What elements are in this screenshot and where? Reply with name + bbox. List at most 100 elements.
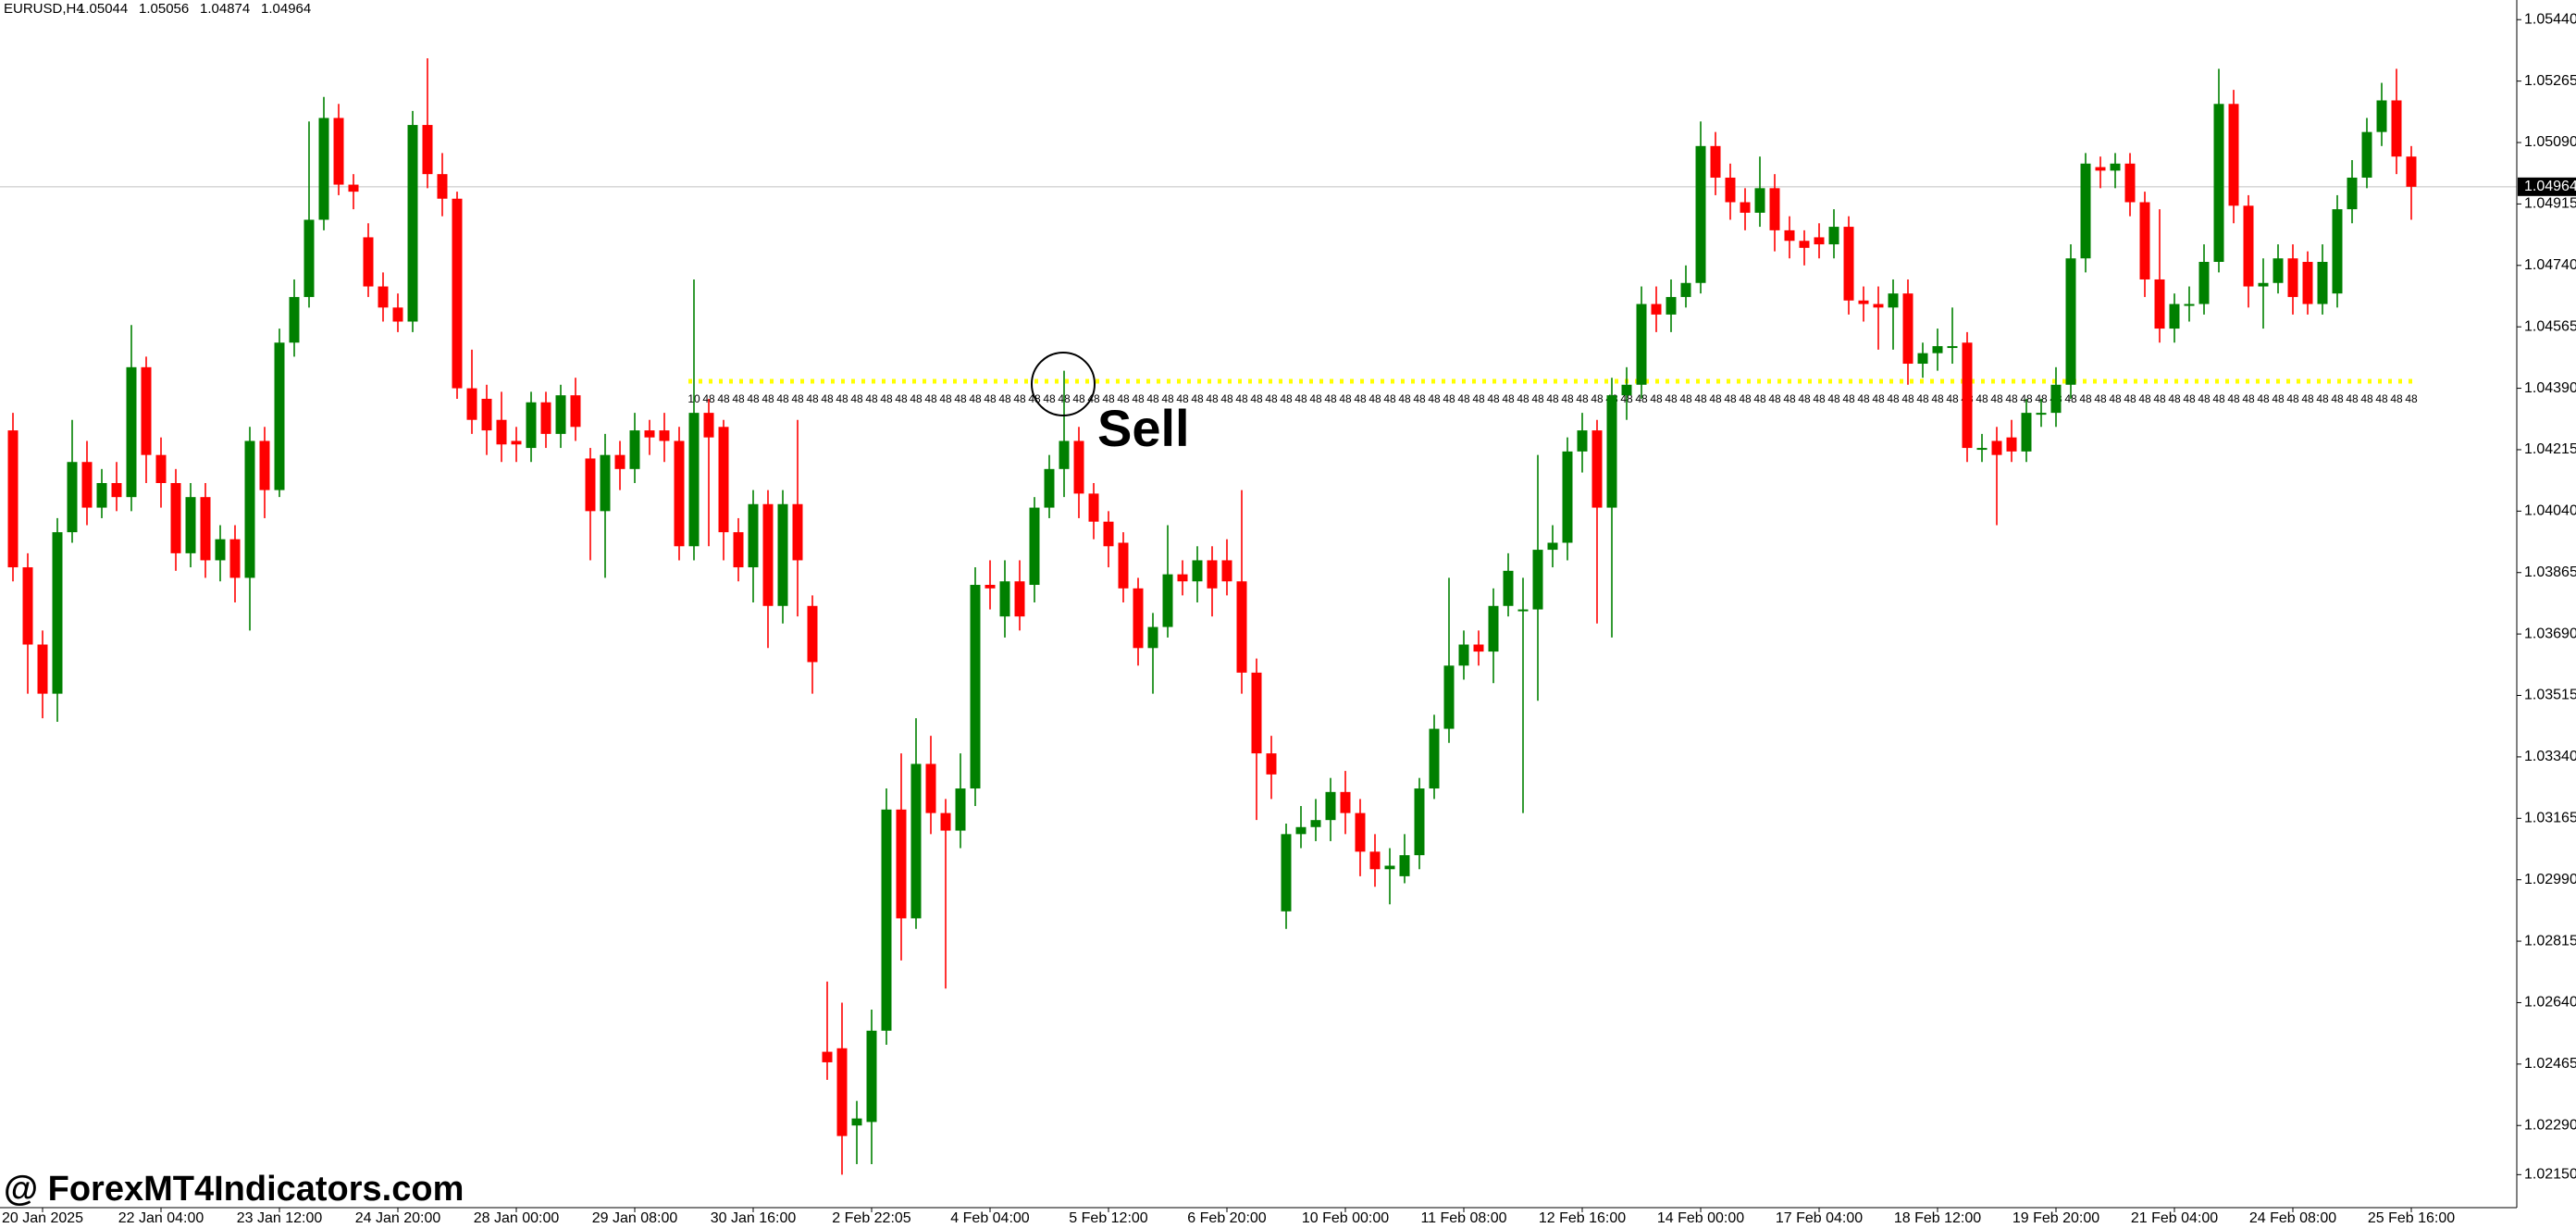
level-label: 48 <box>865 392 878 405</box>
candle-body <box>1606 395 1617 508</box>
candle-body <box>7 430 19 568</box>
level-label: 48 <box>1783 392 1796 405</box>
x-tick-label: 25 Feb 16:00 <box>2368 1210 2455 1226</box>
level-label: 48 <box>1161 392 1174 405</box>
y-tick-label: 1.03865 <box>2524 564 2576 580</box>
level-label: 48 <box>2109 392 2122 405</box>
candle-body <box>2258 282 2269 287</box>
level-label: 48 <box>1931 392 1944 405</box>
candle-body <box>1103 521 1114 547</box>
candle-body <box>1281 834 1292 912</box>
level-label: 48 <box>1739 392 1752 405</box>
level-label: 48 <box>2168 392 2181 405</box>
y-tick-label: 1.02815 <box>2524 933 2576 949</box>
candle-body <box>1147 626 1158 649</box>
level-label: 48 <box>2257 392 2270 405</box>
candle-body <box>866 1030 877 1123</box>
candle-body <box>999 581 1010 617</box>
candle-body <box>822 1051 833 1062</box>
candle-body <box>925 763 936 813</box>
y-tick-label: 1.04215 <box>2524 441 2576 457</box>
candle-body <box>2065 258 2076 385</box>
level-label: 48 <box>2153 392 2166 405</box>
candle-body <box>1562 451 1573 543</box>
level-label: 48 <box>791 392 804 405</box>
candle-body <box>970 585 981 789</box>
plot: 10 48 48 48 48 48 48 48 48 48 48 48 48 48 48 48 48 48 48 48… <box>0 57 2517 1175</box>
level-label: 48 <box>1117 392 1130 405</box>
candle-body <box>2302 262 2313 304</box>
candle-body <box>452 198 463 389</box>
candle-body <box>229 539 241 578</box>
candle-body <box>570 395 581 428</box>
candle-body <box>2006 437 2017 452</box>
level-label: 48 <box>1146 392 1159 405</box>
candle-body <box>659 430 670 441</box>
quote-close: 1.04964 <box>261 1 311 17</box>
y-tick-label: 1.05265 <box>2524 73 2576 89</box>
x-tick-label: 18 Feb 12:00 <box>1894 1210 1981 1226</box>
x-tick-label: 2 Feb 22:05 <box>832 1210 911 1226</box>
candle-body <box>807 605 818 663</box>
candle-body <box>1369 851 1381 870</box>
candle-body <box>1044 468 1055 508</box>
level-label: 48 <box>836 392 848 405</box>
y-tick-label: 1.04740 <box>2524 257 2576 273</box>
level-label: 48 <box>924 392 937 405</box>
level-label: 48 <box>1531 392 1544 405</box>
candle-body <box>333 118 344 185</box>
candle-body <box>1177 574 1188 582</box>
x-tick-label: 24 Feb 08:00 <box>2249 1210 2336 1226</box>
candle-body <box>1517 609 1529 612</box>
candle-body <box>881 809 892 1031</box>
candle-body <box>985 585 996 589</box>
candle-body <box>274 342 285 490</box>
candle-body <box>215 539 226 561</box>
candle-body <box>2095 167 2106 171</box>
level-label: 48 <box>1206 392 1219 405</box>
y-tick-label: 1.03340 <box>2524 749 2576 764</box>
candle-body <box>1932 346 1943 354</box>
candle-body <box>2391 100 2402 157</box>
candle-body <box>422 125 433 175</box>
candle-body <box>1917 353 1928 365</box>
candle-body <box>1266 753 1277 775</box>
level-label: 48 <box>1443 392 1455 405</box>
candle-body <box>614 454 625 469</box>
candle-body <box>126 366 137 498</box>
level-label: 48 <box>1457 392 1470 405</box>
candle-body <box>1295 826 1307 835</box>
candle-body <box>511 440 522 445</box>
candle-body <box>1325 791 1336 821</box>
candle-body <box>437 174 448 199</box>
level-label: 48 <box>1724 392 1737 405</box>
candle-body <box>1162 574 1173 627</box>
candle-body <box>1902 293 1913 365</box>
level-label: 48 <box>1857 392 1870 405</box>
y-tick-label: 1.05090 <box>2524 134 2576 150</box>
x-tick-label: 14 Feb 00:00 <box>1657 1210 1744 1226</box>
candle-body <box>1591 430 1603 508</box>
level-label: 48 <box>1887 392 1900 405</box>
candle-body <box>1221 560 1232 582</box>
candle-body <box>1088 493 1099 522</box>
candle-body <box>1769 188 1780 230</box>
candle-body <box>629 430 640 469</box>
candle-body <box>851 1118 862 1126</box>
level-label: 48 <box>2272 392 2285 405</box>
x-tick-label: 29 Jan 08:00 <box>592 1210 678 1226</box>
candle-body <box>170 483 181 553</box>
level-label: 48 <box>1753 392 1766 405</box>
y-tick-label: 1.03165 <box>2524 811 2576 826</box>
candle-body <box>392 307 403 322</box>
candle-body <box>1133 588 1144 649</box>
candle-body <box>259 440 270 490</box>
y-tick-label: 1.02465 <box>2524 1056 2576 1072</box>
x-tick-label: 5 Feb 12:00 <box>1069 1210 1148 1226</box>
candle-body <box>1059 440 1070 469</box>
level-label: 48 <box>1827 392 1840 405</box>
candle-body <box>703 413 714 438</box>
candle-body <box>22 567 33 645</box>
level-label: 48 <box>1013 392 1026 405</box>
